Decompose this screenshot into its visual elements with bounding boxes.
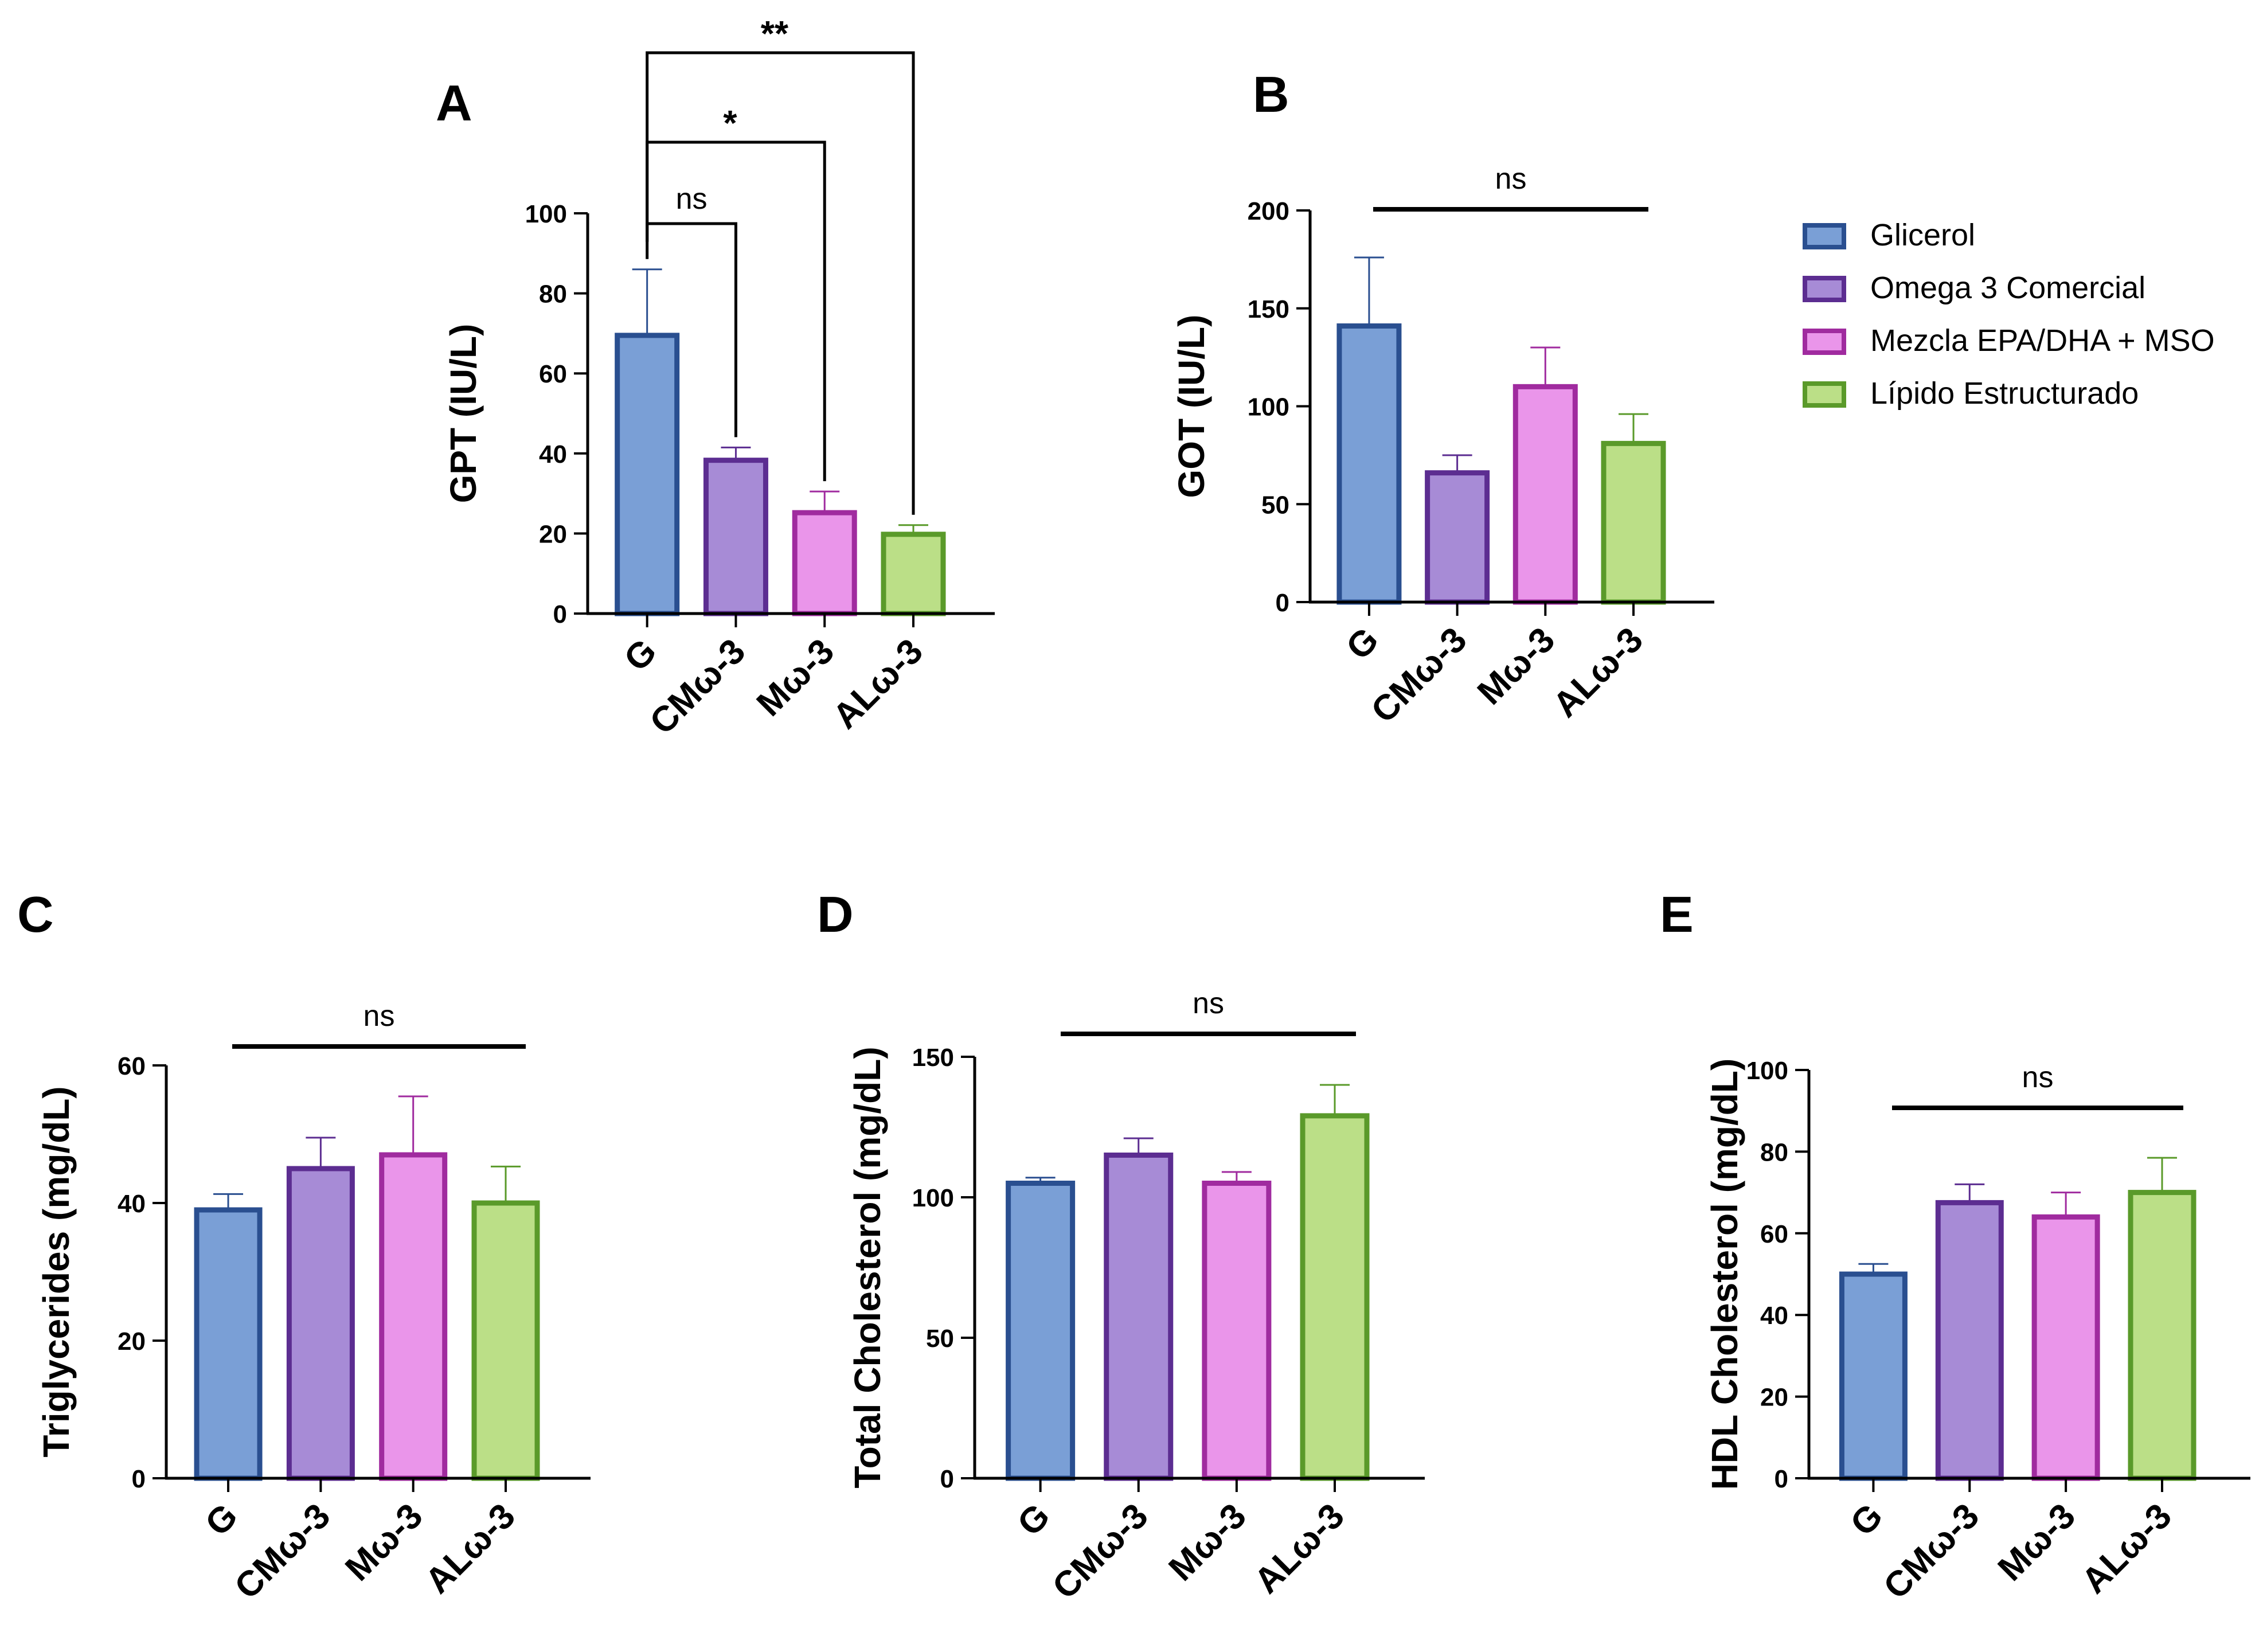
x-category-label: CMω-3 bbox=[1045, 1496, 1156, 1607]
significance-label: ns bbox=[364, 999, 395, 1033]
y-tick-label: 100 bbox=[1248, 393, 1289, 421]
significance-bracket bbox=[646, 51, 915, 515]
y-tick-label: 100 bbox=[912, 1184, 954, 1212]
y-axis-title: Total Cholesterol (mg/dL) bbox=[847, 1046, 888, 1488]
x-category-label: G bbox=[198, 1496, 245, 1544]
y-tick-label: 150 bbox=[912, 1044, 954, 1072]
significance-label: ** bbox=[761, 14, 789, 54]
bar bbox=[792, 510, 857, 616]
y-tick-label: 50 bbox=[1261, 491, 1289, 519]
bar bbox=[1202, 1181, 1272, 1481]
y-tick-label: 20 bbox=[118, 1327, 146, 1356]
y-tick-label: 20 bbox=[539, 520, 567, 548]
x-category-label: Mω-3 bbox=[338, 1496, 430, 1588]
x-category-label: G bbox=[1010, 1496, 1058, 1544]
panel-letter: D bbox=[817, 886, 854, 943]
significance-label: ns bbox=[1193, 987, 1224, 1020]
legend: Glicerol Omega 3 Comercial Mezcla EPA/DHA … bbox=[1803, 218, 2215, 411]
x-category-label: CMω-3 bbox=[1876, 1496, 1987, 1607]
y-tick-label: 40 bbox=[118, 1190, 146, 1218]
y-axis-title: HDL Cholesterol (mg/dL) bbox=[1704, 1059, 1745, 1490]
x-category-label: ALω-3 bbox=[1546, 620, 1651, 725]
y-tick-label: 60 bbox=[118, 1052, 146, 1080]
bar bbox=[1300, 1113, 1370, 1481]
x-category-label: CMω-3 bbox=[227, 1496, 338, 1607]
bar bbox=[1512, 384, 1578, 605]
y-tick-label: 0 bbox=[132, 1465, 146, 1493]
x-category-label: ALω-3 bbox=[418, 1496, 523, 1601]
x-category-label: G bbox=[1339, 620, 1386, 667]
x-category-label: Mω-3 bbox=[1991, 1496, 2083, 1588]
significance-label: ns bbox=[2022, 1061, 2054, 1094]
panel-letter: A bbox=[436, 75, 472, 131]
bar bbox=[1104, 1153, 1174, 1481]
y-tick-label: 100 bbox=[1746, 1057, 1788, 1085]
x-category-label: CMω-3 bbox=[642, 631, 753, 742]
bar bbox=[703, 458, 768, 616]
bar bbox=[881, 532, 946, 616]
y-tick-label: 60 bbox=[539, 360, 567, 388]
bar bbox=[1839, 1271, 1908, 1481]
legend-label: Omega 3 Comercial bbox=[1870, 271, 2145, 305]
x-category-label: ALω-3 bbox=[1247, 1496, 1352, 1601]
x-category-label: G bbox=[617, 631, 665, 679]
bar bbox=[286, 1166, 355, 1481]
y-tick-label: 0 bbox=[553, 600, 567, 628]
y-tick-label: 0 bbox=[940, 1465, 954, 1493]
y-tick-label: 80 bbox=[539, 280, 567, 308]
y-tick-label: 80 bbox=[1760, 1138, 1788, 1166]
legend-swatch bbox=[1803, 223, 1846, 249]
y-tick-label: 150 bbox=[1248, 295, 1289, 323]
legend-label: Glicerol bbox=[1870, 218, 1975, 252]
y-tick-label: 0 bbox=[1775, 1465, 1788, 1493]
bar bbox=[1935, 1200, 2004, 1481]
bar bbox=[1336, 323, 1402, 605]
y-tick-label: 40 bbox=[539, 440, 567, 468]
y-tick-label: 40 bbox=[1760, 1302, 1788, 1330]
x-category-label: CMω-3 bbox=[1364, 620, 1475, 731]
bar bbox=[1601, 440, 1666, 605]
y-axis-title: Triglycerides (mg/dL) bbox=[36, 1086, 77, 1457]
x-category-label: G bbox=[1843, 1496, 1890, 1544]
bar bbox=[2031, 1214, 2100, 1481]
y-tick-label: 200 bbox=[1248, 197, 1289, 225]
bar bbox=[1006, 1181, 1076, 1481]
significance-label: ns bbox=[1495, 162, 1527, 196]
panel-letter: E bbox=[1660, 886, 1694, 943]
bar bbox=[194, 1207, 263, 1481]
legend-label: Mezcla EPA/DHA + MSO bbox=[1870, 323, 2215, 358]
bar bbox=[2128, 1190, 2196, 1481]
legend-swatch bbox=[1803, 329, 1846, 355]
y-tick-label: 60 bbox=[1760, 1220, 1788, 1248]
x-category-label: ALω-3 bbox=[826, 631, 931, 736]
y-axis-title: GOT (IU/L) bbox=[1171, 315, 1212, 498]
legend-swatch bbox=[1803, 276, 1846, 302]
y-tick-label: 20 bbox=[1760, 1384, 1788, 1412]
x-category-label: Mω-3 bbox=[1161, 1496, 1253, 1588]
significance-label: * bbox=[723, 104, 737, 143]
bar bbox=[1425, 470, 1490, 605]
y-tick-label: 100 bbox=[525, 200, 567, 228]
x-category-label: ALω-3 bbox=[2074, 1496, 2179, 1601]
legend-swatch bbox=[1803, 381, 1846, 408]
bar bbox=[471, 1200, 540, 1481]
significance-label: ns bbox=[676, 182, 708, 216]
bar bbox=[379, 1152, 448, 1481]
bar bbox=[615, 333, 680, 616]
y-axis-title: GPT (IU/L) bbox=[443, 324, 484, 503]
y-tick-label: 0 bbox=[1276, 589, 1289, 617]
panel-letter: C bbox=[17, 886, 54, 943]
y-tick-label: 50 bbox=[926, 1325, 954, 1353]
panel-letter: B bbox=[1253, 66, 1289, 123]
legend-label: Lípido Estructurado bbox=[1870, 376, 2139, 411]
